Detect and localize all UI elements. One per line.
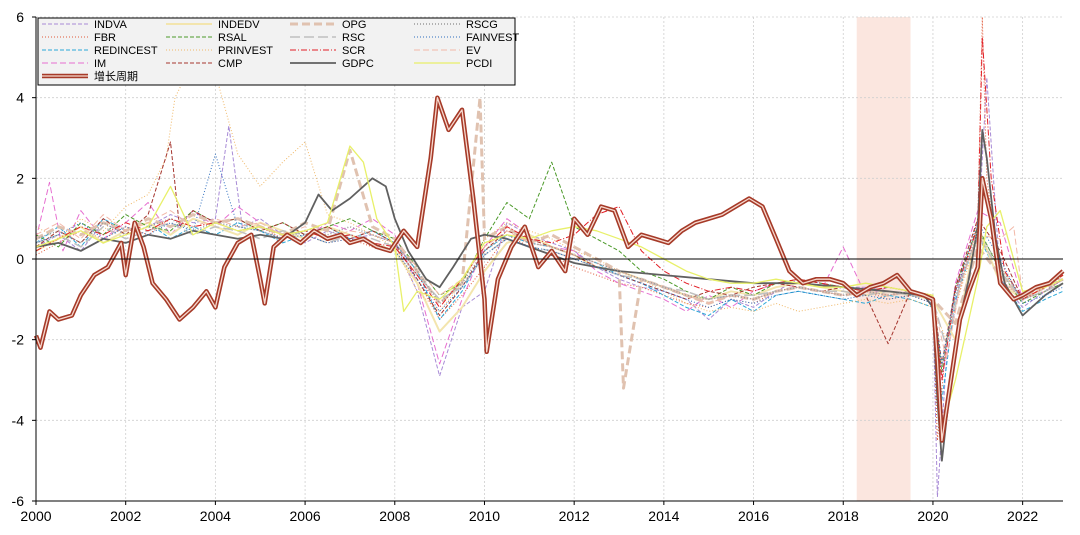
legend-item: PCDI xyxy=(414,58,492,70)
legend-label: RSCG xyxy=(466,19,498,31)
x-tick-label: 2004 xyxy=(200,508,231,524)
legend-label: 增长周期 xyxy=(94,69,138,83)
legend-item: INDVA xyxy=(42,19,127,31)
x-tick-label: 2020 xyxy=(917,508,948,524)
axes: -6 -4 -2 0 2 4 6 2000 2002 2004 2006 2008 2010 2012 20… xyxy=(12,9,1063,524)
legend-item: FBR xyxy=(42,32,116,44)
legend-label: INDVA xyxy=(94,19,127,31)
y-tick-label: -2 xyxy=(12,332,25,348)
legend-label: SCR xyxy=(342,45,365,57)
y-tick-label: 6 xyxy=(16,9,24,25)
x-tick-label: 2002 xyxy=(110,508,141,524)
y-tick-label: -4 xyxy=(12,412,25,428)
x-tick-label: 2008 xyxy=(379,508,410,524)
series-ev xyxy=(35,210,1064,361)
legend-item: OPG xyxy=(290,19,366,31)
legend-item: IM xyxy=(42,58,106,70)
legend-item: INDEDV xyxy=(166,19,260,31)
legend-item: 增长周期 xyxy=(42,69,138,83)
legend-item: SCR xyxy=(290,45,365,57)
legend-label: IM xyxy=(94,58,106,70)
series-lines xyxy=(33,16,1065,498)
legend-item: RSCG xyxy=(414,19,498,31)
series-fbr xyxy=(35,16,1064,441)
y-tick-label: -6 xyxy=(12,493,25,509)
legend-label: CMP xyxy=(218,58,242,70)
series-rsc xyxy=(35,221,1064,349)
legend-label: RSC xyxy=(342,32,365,44)
legend-item: PRINVEST xyxy=(166,45,273,57)
legend-item: RSAL xyxy=(166,32,247,44)
legend-label: FAINVEST xyxy=(466,32,519,44)
x-tick-label: 2018 xyxy=(828,508,859,524)
x-tick-label: 2022 xyxy=(1007,508,1038,524)
series-indva xyxy=(35,77,1064,498)
legend-item: REDINCEST xyxy=(42,45,158,57)
legend-label: PCDI xyxy=(466,58,492,70)
x-tick-label: 2014 xyxy=(648,508,679,524)
legend-item: FAINVEST xyxy=(414,32,519,44)
legend-label: GDPC xyxy=(342,58,374,70)
y-tick-label: 2 xyxy=(16,170,24,186)
series-growth-cycle xyxy=(33,95,1065,443)
y-tick-label: 0 xyxy=(16,251,24,267)
legend-item: GDPC xyxy=(290,58,374,70)
legend-item: EV xyxy=(414,45,481,57)
x-tick-label: 2010 xyxy=(469,508,500,524)
legend-label: INDEDV xyxy=(218,19,260,31)
legend-label: PRINVEST xyxy=(218,45,273,57)
y-tick-label: 4 xyxy=(16,90,24,106)
growth-cycle-line-inner xyxy=(35,97,1064,442)
series-cmp xyxy=(35,141,1064,365)
legend-item: RSC xyxy=(290,32,365,44)
legend-label: FBR xyxy=(94,32,116,44)
legend-item: CMP xyxy=(166,58,242,70)
legend-label: REDINCEST xyxy=(94,45,158,57)
legend-label: OPG xyxy=(342,19,366,31)
legend: INDVA INDEDV OPG RSCG FBR RSAL RSC FAINVEST REDI… xyxy=(37,17,519,86)
x-tick-label: 2006 xyxy=(290,508,321,524)
legend-box xyxy=(37,17,516,86)
x-tick-label: 2000 xyxy=(20,508,51,524)
legend-label: EV xyxy=(466,45,481,57)
x-tick-label: 2012 xyxy=(559,508,590,524)
x-tick-label: 2016 xyxy=(738,508,769,524)
legend-label: RSAL xyxy=(218,32,247,44)
